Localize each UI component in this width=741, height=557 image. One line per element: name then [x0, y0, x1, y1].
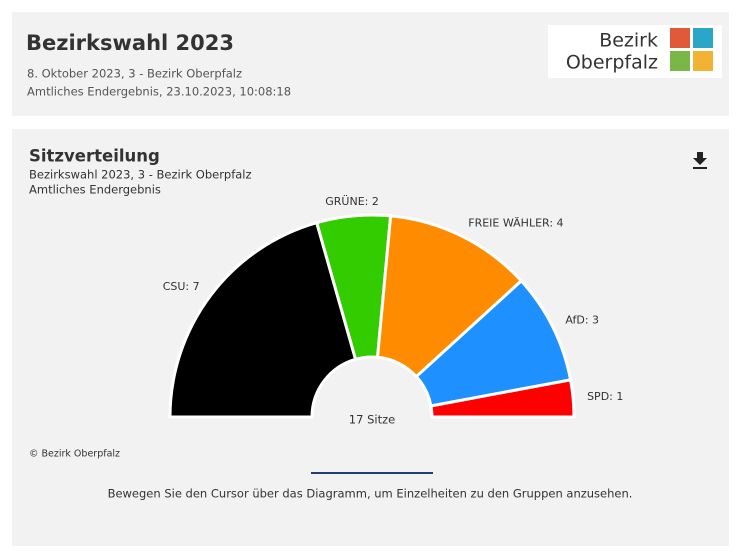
- header-line: 8. Oktober 2023, 3 - Bezirk Oberpfalz: [27, 67, 242, 81]
- chart[interactable]: CSU: 7 GRÜNE: 2 FREIE WÄHLER: 4 AfD: 3 SPD: …: [163, 195, 624, 427]
- logo-text: Oberpfalz: [566, 52, 658, 74]
- download-icon[interactable]: [693, 152, 707, 169]
- logo-icon: [693, 28, 713, 48]
- seat-slice[interactable]: [168, 220, 358, 419]
- chart-subtitle: Amtliches Endergebnis: [29, 183, 161, 197]
- slice-label: FREIE WÄHLER: 4: [468, 217, 563, 230]
- credit: © Bezirk Oberpfalz: [29, 449, 120, 460]
- logo-text: Bezirk: [599, 30, 658, 52]
- page-title: Bezirkswahl 2023: [26, 31, 234, 55]
- seat-slice[interactable]: [375, 214, 524, 379]
- divider: [311, 472, 433, 474]
- slice-label: AfD: 3: [565, 314, 599, 327]
- logo-icon: [670, 28, 690, 48]
- slice-label: SPD: 1: [587, 390, 623, 403]
- seat-slice[interactable]: [429, 378, 576, 419]
- chart-title: Sitzverteilung: [29, 147, 160, 166]
- download-button[interactable]: [690, 150, 710, 170]
- center-label: 17 Sitze: [349, 413, 395, 427]
- header-line: Amtliches Endergebnis, 23.10.2023, 10:08…: [27, 85, 291, 99]
- logo-icon: [670, 51, 690, 71]
- logo-icon: [693, 51, 713, 71]
- slice-label: CSU: 7: [163, 280, 200, 293]
- hint: Bewegen Sie den Cursor über das Diagramm…: [108, 487, 633, 501]
- slice-label: GRÜNE: 2: [325, 195, 379, 208]
- chart-subtitle: Bezirkswahl 2023, 3 - Bezirk Oberpfalz: [29, 168, 252, 182]
